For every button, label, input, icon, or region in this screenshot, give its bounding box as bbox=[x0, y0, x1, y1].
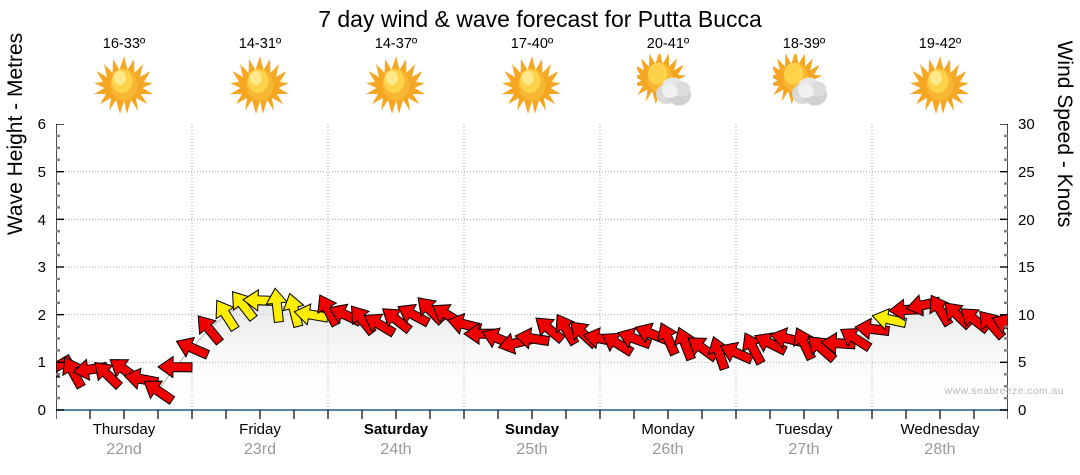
day-date: 24th bbox=[380, 441, 412, 458]
wind-arrow bbox=[381, 308, 413, 335]
wind-arrow bbox=[363, 313, 397, 338]
day-name: Monday bbox=[641, 421, 695, 438]
wind-arrow bbox=[839, 328, 873, 353]
wind-arrow bbox=[175, 336, 211, 360]
day-header-6: 19-42º bbox=[872, 36, 1008, 122]
day-footer-4: Monday 26th bbox=[600, 420, 736, 460]
day-temp-range: 20-41º bbox=[646, 36, 690, 52]
wind-arrow bbox=[719, 341, 755, 365]
day-name: Sunday bbox=[504, 421, 560, 438]
wind-arrow bbox=[143, 380, 176, 405]
left-tick-3: 3 bbox=[37, 259, 46, 276]
axis-lines bbox=[56, 124, 1008, 419]
wind-arrow bbox=[157, 355, 193, 379]
page-title: 7 day wind & wave forecast for Putta Buc… bbox=[318, 6, 762, 32]
right-tick-3: 15 bbox=[1018, 259, 1035, 276]
left-tick-6: 6 bbox=[37, 116, 46, 133]
day-header-2: 14-37º bbox=[328, 36, 464, 122]
wind-arrow bbox=[535, 317, 566, 345]
day-date: 28th bbox=[924, 441, 956, 458]
day-temp-range: 18-39º bbox=[782, 36, 826, 52]
day-footer-5: Tuesday 27th bbox=[736, 420, 872, 460]
sun-icon bbox=[229, 54, 291, 116]
left-tick-5: 5 bbox=[37, 164, 46, 181]
sun-icon bbox=[501, 54, 563, 116]
day-name: Wednesday bbox=[900, 421, 980, 438]
day-temp-range: 17-40º bbox=[510, 36, 554, 52]
sun-icon bbox=[365, 54, 427, 116]
wind-arrow bbox=[656, 322, 680, 357]
wind-arrow bbox=[991, 312, 1008, 336]
day-name: Tuesday bbox=[775, 421, 833, 438]
day-temp-range: 14-31º bbox=[238, 36, 282, 52]
left-axis-label: Wave Height - Metres bbox=[4, 32, 27, 236]
day-footer-2: Saturday 24th bbox=[328, 420, 464, 460]
right-axis-label: Wind Speed - Knots bbox=[1053, 40, 1076, 228]
right-tick-4: 20 bbox=[1018, 212, 1035, 229]
wind-arrow bbox=[754, 332, 788, 356]
day-temp-range: 19-42º bbox=[918, 36, 962, 52]
wind-arrow bbox=[793, 327, 817, 362]
partly-cloudy-icon bbox=[637, 54, 699, 116]
sun-icon bbox=[909, 54, 971, 116]
plot-svg bbox=[56, 124, 1008, 419]
left-tick-1: 1 bbox=[37, 354, 46, 371]
day-header-4: 20-41º bbox=[600, 36, 736, 122]
day-header-5: 18-39º bbox=[736, 36, 872, 122]
wind-arrow bbox=[197, 315, 224, 346]
forecast-plot-area bbox=[56, 124, 1008, 419]
partly-cloudy-icon bbox=[773, 54, 835, 116]
day-date: 27th bbox=[788, 441, 820, 458]
day-footer-3: Sunday 25th bbox=[464, 420, 600, 460]
day-date: 22nd bbox=[106, 441, 142, 458]
day-footer-0: Thursday 22nd bbox=[56, 420, 192, 460]
wind-arrow bbox=[94, 361, 124, 391]
right-tick-0: 0 bbox=[1018, 402, 1027, 419]
day-name: Friday bbox=[239, 421, 281, 438]
day-footer-6: Wednesday 28th bbox=[872, 420, 1008, 460]
day-date: 23rd bbox=[243, 441, 277, 458]
sun-icon bbox=[93, 54, 155, 116]
day-header-1: 14-31º bbox=[192, 36, 328, 122]
day-header-3: 17-40º bbox=[464, 36, 600, 122]
left-tick-2: 2 bbox=[37, 307, 46, 324]
left-tick-4: 4 bbox=[37, 212, 46, 229]
day-footer-1: Friday 23rd bbox=[192, 420, 328, 460]
day-date: 26th bbox=[652, 441, 684, 458]
wind-arrow-strong bbox=[282, 292, 305, 329]
site-watermark: www.seabreeze.com.au bbox=[944, 385, 1064, 397]
day-name: Thursday bbox=[92, 421, 156, 438]
right-tick-5: 25 bbox=[1018, 164, 1035, 181]
day-name: Saturday bbox=[363, 421, 429, 438]
right-tick-2: 10 bbox=[1018, 307, 1035, 324]
right-tick-6: 30 bbox=[1018, 116, 1035, 133]
day-temp-range: 14-37º bbox=[374, 36, 418, 52]
right-tick-1: 5 bbox=[1018, 354, 1027, 371]
left-tick-0: 0 bbox=[37, 402, 46, 419]
wind-arrow-strong bbox=[265, 287, 289, 324]
day-header-0: 16-33º bbox=[56, 36, 192, 122]
day-footer-strip: Thursday 22nd Friday 23rd Saturday 24th … bbox=[56, 420, 1008, 470]
wind-arrow bbox=[807, 336, 838, 364]
wind-arrow-series bbox=[56, 287, 1008, 405]
day-header-strip: 16-33º 14-31º bbox=[56, 36, 1008, 122]
wind-arrow bbox=[601, 332, 635, 357]
day-temp-range: 16-33º bbox=[102, 36, 146, 52]
wind-arrow-strong bbox=[215, 299, 240, 333]
wind-arrow bbox=[514, 326, 551, 350]
wind-arrow-strong bbox=[231, 291, 258, 322]
wind-arrow bbox=[617, 327, 653, 350]
day-date: 25th bbox=[516, 441, 548, 458]
wind-arrow bbox=[397, 303, 431, 328]
wind-arrow bbox=[854, 317, 890, 341]
